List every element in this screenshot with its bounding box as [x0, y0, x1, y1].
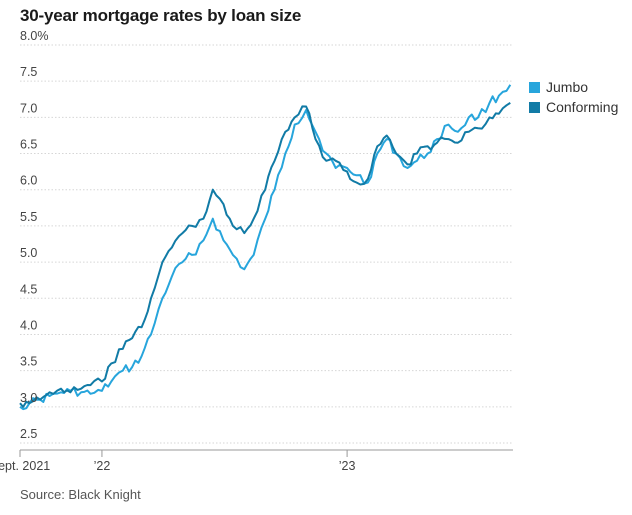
- x-tick-label: ’22: [94, 459, 111, 473]
- series-lines: [19, 84, 512, 411]
- y-tick-label: 5.0: [20, 246, 37, 260]
- grid-lines: [20, 44, 513, 444]
- y-tick-label: 6.0: [20, 174, 37, 188]
- legend-swatch-jumbo: [529, 82, 540, 93]
- y-tick-labels: 8.0% 7.5 7.0 6.5 6.0 5.5 5.0 4.5 4.0 3.5 3.0 2.5: [20, 29, 49, 441]
- x-tick-label: Sept. 2021: [0, 459, 50, 473]
- y-tick-label: 7.0: [20, 101, 37, 115]
- chart-title: 30-year mortgage rates by loan size: [20, 6, 302, 25]
- y-tick-label: 6.5: [20, 138, 37, 152]
- legend-label-conforming: Conforming: [546, 99, 618, 115]
- series-line-conforming: [19, 102, 511, 408]
- y-tick-label: 7.5: [20, 65, 37, 79]
- legend: Jumbo Conforming: [529, 79, 618, 115]
- y-tick-label: 5.5: [20, 210, 37, 224]
- source-note: Source: Black Knight: [20, 487, 141, 502]
- y-tick-label: 4.5: [20, 282, 37, 296]
- y-tick-label: 3.0: [20, 391, 37, 405]
- x-tick-labels: Sept. 2021 ’22 ’23: [0, 450, 355, 473]
- x-tick-label: ’23: [339, 459, 356, 473]
- y-tick-label: 3.5: [20, 355, 37, 369]
- y-tick-label: 8.0%: [20, 29, 49, 43]
- y-tick-label: 4.0: [20, 318, 37, 332]
- series-line-jumbo: [19, 84, 512, 411]
- legend-swatch-conforming: [529, 102, 540, 113]
- y-tick-label: 2.5: [20, 427, 37, 441]
- legend-label-jumbo: Jumbo: [546, 79, 588, 95]
